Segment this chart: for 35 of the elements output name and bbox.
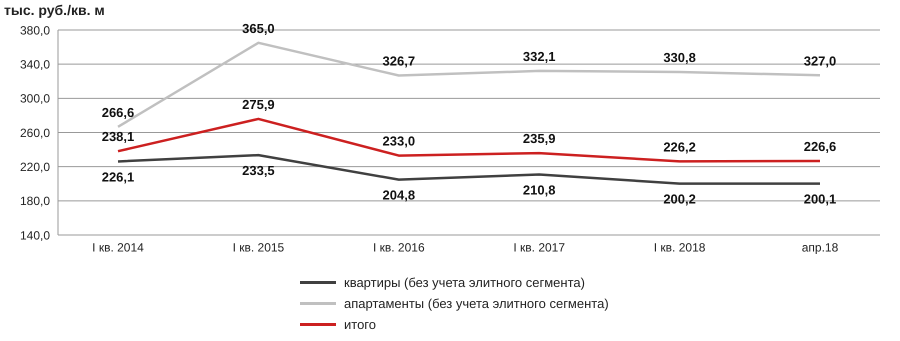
data-label: 233,0 [382, 134, 416, 149]
data-label: 327,0 [804, 53, 836, 68]
data-label: 235,9 [522, 131, 556, 146]
data-label: 233,5 [242, 163, 275, 178]
data-label: 210,8 [522, 182, 556, 198]
data-label: 204,8 [382, 188, 416, 203]
data-label: 266,6 [102, 104, 134, 120]
legend-label: квартиры (без учета элитного сегмента) [344, 275, 585, 290]
y-tick-label: 260,0 [20, 126, 50, 140]
y-tick-label: 220,0 [20, 160, 50, 174]
x-tick-label: апр.18 [802, 240, 839, 255]
data-label: 275,9 [242, 96, 275, 112]
y-tick-label: 300,0 [20, 92, 50, 106]
x-tick-label: I кв. 2016 [372, 240, 425, 255]
data-label: 200,2 [663, 192, 696, 207]
x-tick-label: I кв. 2017 [513, 240, 566, 255]
data-label: 332,1 [522, 48, 556, 64]
x-tick-label: I кв. 2015 [232, 240, 285, 255]
legend-label: апартаменты (без учета элитного сегмента) [344, 296, 609, 311]
data-label: 226,6 [804, 139, 836, 154]
y-tick-label: 340,0 [20, 57, 50, 72]
data-label: 326,7 [382, 54, 416, 69]
y-tick-label: 140,0 [20, 228, 50, 242]
data-label: 238,1 [102, 129, 134, 144]
y-tick-label: 180,0 [20, 194, 50, 208]
y-axis-title: тыс. руб./кв. м [4, 2, 105, 18]
data-label: 226,2 [663, 139, 696, 154]
x-tick-label: I кв. 2014 [92, 240, 144, 255]
y-tick-label: 380,0 [20, 23, 50, 38]
legend-label: итого [344, 317, 376, 332]
data-label: 330,8 [663, 50, 696, 66]
data-label: 226,1 [102, 169, 134, 184]
data-label: 365,0 [242, 20, 275, 36]
x-tick-label: I кв. 2018 [654, 240, 706, 255]
data-label: 200,1 [804, 192, 836, 207]
